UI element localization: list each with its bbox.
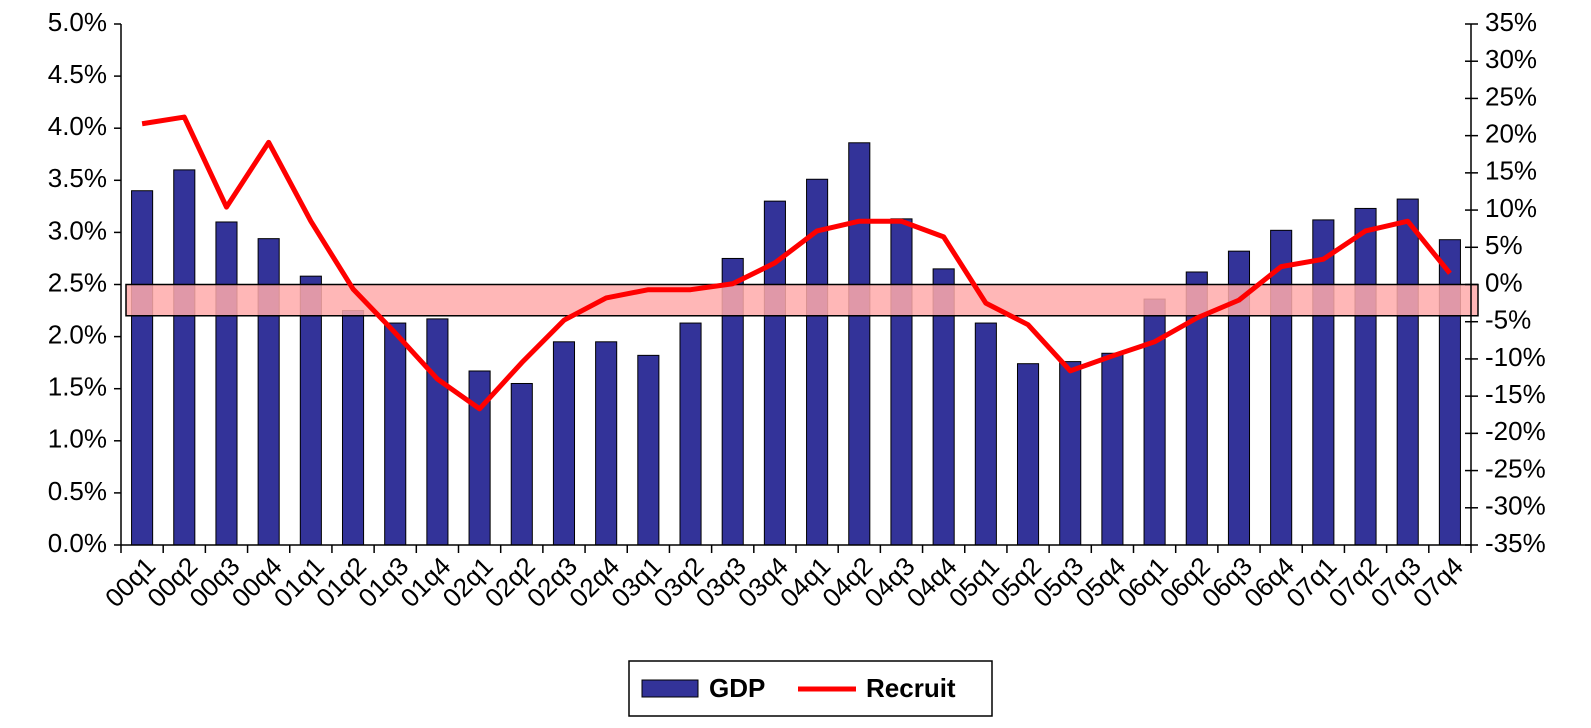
bar	[1312, 219, 1335, 546]
y2-tick-label: 15%	[1485, 156, 1537, 186]
y2-tick-label: 5%	[1485, 230, 1523, 260]
legend-label: GDP	[709, 673, 765, 703]
bar	[341, 310, 365, 546]
y2-tick-label: -35%	[1485, 528, 1546, 558]
bar	[384, 322, 407, 546]
bar	[215, 221, 238, 546]
bar	[1396, 198, 1419, 546]
bar	[890, 218, 913, 546]
bar	[1059, 361, 1082, 546]
y2-tick-label: 25%	[1485, 81, 1537, 111]
bar	[595, 341, 618, 546]
bar	[848, 142, 871, 546]
bar	[131, 190, 154, 546]
y-tick-label: 5.0%	[48, 7, 107, 37]
y2-tick-label: -30%	[1485, 491, 1546, 521]
x-tick-label: 07q4	[1407, 551, 1469, 613]
bar	[679, 322, 702, 546]
bar	[1270, 229, 1293, 546]
y2-tick-label: 20%	[1485, 119, 1537, 149]
bar	[1101, 352, 1124, 546]
y-tick-label: 3.0%	[48, 215, 107, 245]
bar	[173, 169, 196, 546]
bar	[1016, 363, 1040, 546]
y-tick-label: 0.5%	[48, 476, 107, 506]
y2-tick-label: -25%	[1485, 453, 1546, 483]
target-band	[125, 283, 1479, 317]
legend-label: Recruit	[866, 673, 956, 703]
legend-swatch	[641, 679, 699, 698]
bar	[763, 200, 786, 546]
bar	[637, 354, 660, 546]
bar	[1354, 207, 1377, 546]
y-tick-label: 1.0%	[48, 424, 107, 454]
y2-tick-label: 0%	[1485, 267, 1523, 297]
y-tick-label: 2.5%	[48, 267, 107, 297]
y2-tick-label: -10%	[1485, 342, 1546, 372]
y-tick-label: 3.5%	[48, 163, 107, 193]
bar	[426, 318, 449, 546]
bar	[510, 382, 533, 546]
y-tick-label: 1.5%	[48, 372, 107, 402]
y2-tick-label: 30%	[1485, 44, 1537, 74]
y2-tick-label: -15%	[1485, 379, 1546, 409]
bar	[552, 341, 576, 546]
y2-tick-label: -5%	[1485, 305, 1531, 335]
y2-tick-label: -20%	[1485, 416, 1546, 446]
y-tick-label: 4.5%	[48, 59, 107, 89]
y-tick-label: 0.0%	[48, 528, 107, 558]
bar	[974, 322, 997, 546]
y2-tick-label: 35%	[1485, 7, 1537, 37]
y-tick-label: 2.0%	[48, 319, 107, 349]
line	[141, 114, 1452, 412]
y-tick-label: 4.0%	[48, 111, 107, 141]
y2-tick-label: 10%	[1485, 193, 1537, 223]
